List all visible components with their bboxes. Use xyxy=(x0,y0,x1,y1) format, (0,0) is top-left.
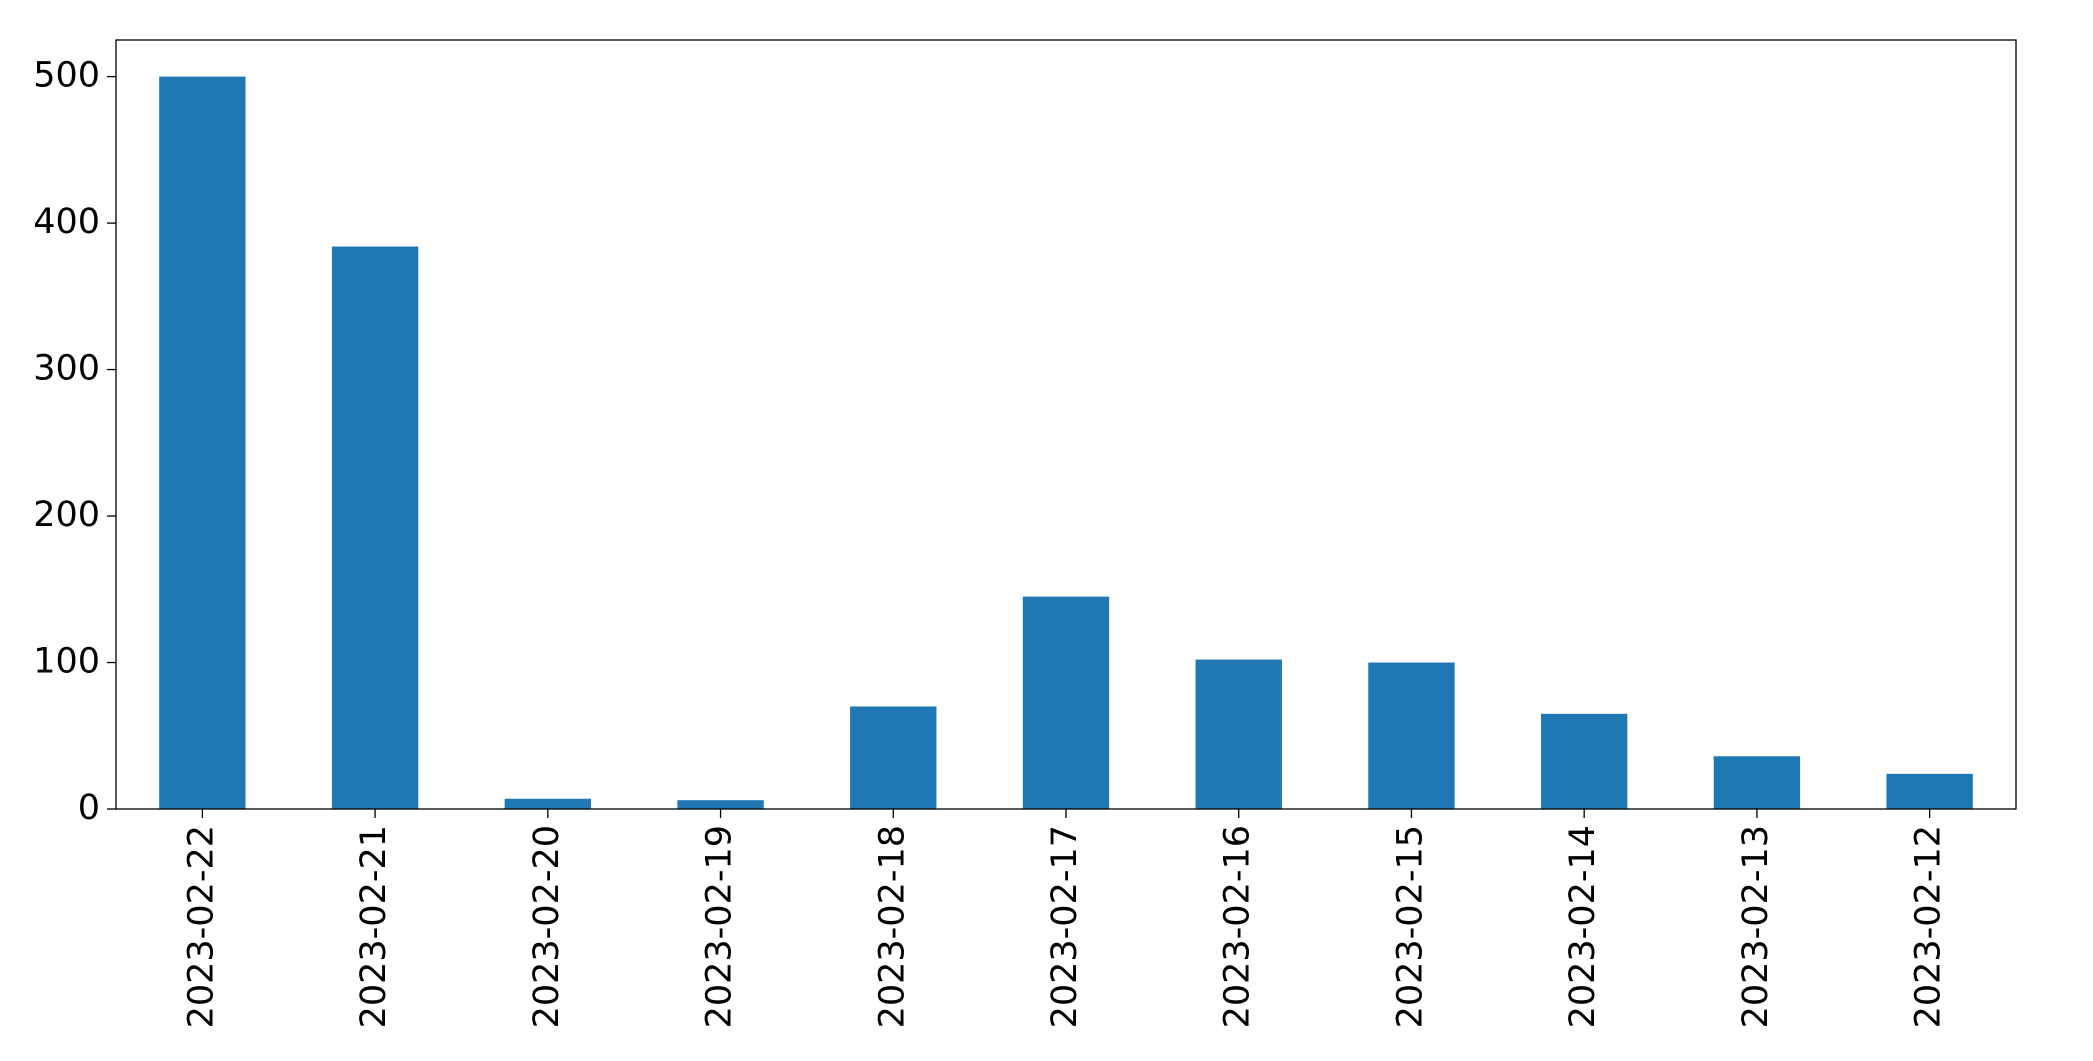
bar xyxy=(677,800,764,809)
bar xyxy=(850,706,937,809)
x-tick-label: 2023-02-20 xyxy=(527,825,567,1028)
bar xyxy=(1541,713,1628,809)
x-tick-label: 2023-02-19 xyxy=(700,825,740,1028)
bar xyxy=(331,246,419,809)
bar xyxy=(504,798,591,809)
y-tick-label: 200 xyxy=(33,495,100,535)
bar xyxy=(1195,659,1282,809)
y-tick-label: 500 xyxy=(33,56,100,96)
y-tick-label: 300 xyxy=(33,349,100,389)
y-tick-label: 100 xyxy=(33,642,100,682)
bar xyxy=(1022,596,1110,809)
plot-frame xyxy=(115,39,2017,810)
x-tick-label: 2023-02-13 xyxy=(1736,825,1776,1028)
x-tick-label: 2023-02-15 xyxy=(1390,825,1430,1028)
x-tick-label: 2023-02-16 xyxy=(1218,825,1258,1028)
bar xyxy=(1886,773,1973,809)
x-tick-label: 2023-02-21 xyxy=(354,825,394,1028)
bar xyxy=(159,76,246,810)
bar xyxy=(1713,756,1801,809)
x-tick-label: 2023-02-22 xyxy=(181,825,221,1028)
x-tick-label: 2023-02-14 xyxy=(1563,825,1603,1028)
y-tick-label: 400 xyxy=(33,202,100,242)
x-tick-label: 2023-02-12 xyxy=(1909,825,1949,1028)
x-tick-label: 2023-02-18 xyxy=(872,825,912,1028)
x-tick-label: 2023-02-17 xyxy=(1045,825,1085,1028)
bar xyxy=(1368,662,1455,809)
y-tick-label: 0 xyxy=(78,788,100,828)
